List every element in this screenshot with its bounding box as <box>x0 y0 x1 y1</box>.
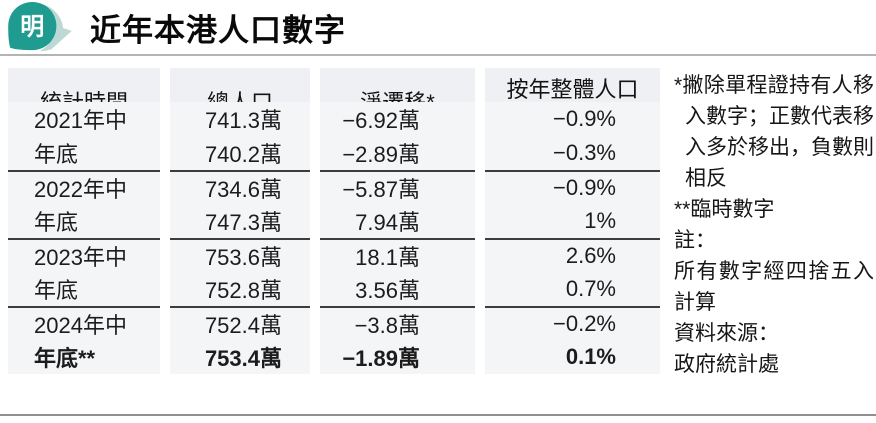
bottom-rule <box>0 414 876 416</box>
cell-period: 年底 <box>8 136 160 170</box>
cell-growth: 0.1% <box>485 340 660 374</box>
population-table: 統計時間 總人口 淨遷移* 按年整體人口增長率 2021年中 741.3萬 −6… <box>8 68 660 380</box>
footnote-rounding: 所有數字經四捨五入計算 <box>674 260 874 314</box>
cell-population: 734.6萬 <box>170 170 310 204</box>
mingpao-logo: 明 <box>8 1 72 52</box>
cell-period: 2024年中 <box>8 306 160 340</box>
footnote-source-value: 政府統計處 <box>674 353 779 376</box>
cell-migration: −6.92萬 <box>320 102 475 136</box>
logo-character: 明 <box>20 14 44 41</box>
footnote-provisional: **臨時數字 <box>674 198 775 221</box>
cell-growth: −0.9% <box>485 170 660 204</box>
cell-period: 2021年中 <box>8 102 160 136</box>
cell-population: 752.4萬 <box>170 306 310 340</box>
cell-period: 2022年中 <box>8 170 160 204</box>
footnote-migration-definition: *撇除單程證持有人移入數字；正數代表移入多於移出，負數則相反 <box>674 74 874 190</box>
cell-migration: −3.8萬 <box>320 306 475 340</box>
cell-growth: 1% <box>485 204 660 238</box>
cell-period: 年底 <box>8 204 160 238</box>
cell-period: 年底** <box>8 340 160 374</box>
cell-period: 年底 <box>8 272 160 306</box>
cell-growth: −0.9% <box>485 102 660 136</box>
cell-period: 2023年中 <box>8 238 160 272</box>
cell-migration: 18.1萬 <box>320 238 475 272</box>
footnote-source-label: 資料來源： <box>674 322 779 345</box>
page-title: 近年本港人口數字 <box>90 12 346 48</box>
cell-population: 752.8萬 <box>170 272 310 306</box>
footnote-remark-label: 註： <box>674 229 716 252</box>
cell-migration: −2.89萬 <box>320 136 475 170</box>
cell-migration: −5.87萬 <box>320 170 475 204</box>
cell-migration: −1.89萬 <box>320 340 475 374</box>
cell-growth: −0.2% <box>485 306 660 340</box>
cell-growth: 0.7% <box>485 272 660 306</box>
cell-migration: 7.94萬 <box>320 204 475 238</box>
cell-migration: 3.56萬 <box>320 272 475 306</box>
cell-population: 753.6萬 <box>170 238 310 272</box>
logo-bubble-icon <box>8 1 57 51</box>
cell-growth: 2.6% <box>485 238 660 272</box>
masthead: 明 近年本港人口數字 <box>0 0 876 56</box>
cell-population: 753.4萬 <box>170 340 310 374</box>
cell-population: 747.3萬 <box>170 204 310 238</box>
cell-growth: −0.3% <box>485 136 660 170</box>
footnotes: *撇除單程證持有人移入數字；正數代表移入多於移出，負數則相反 **臨時數字 註：… <box>674 68 874 380</box>
content: 統計時間 總人口 淨遷移* 按年整體人口增長率 2021年中 741.3萬 −6… <box>0 56 876 380</box>
cell-population: 740.2萬 <box>170 136 310 170</box>
cell-population: 741.3萬 <box>170 102 310 136</box>
